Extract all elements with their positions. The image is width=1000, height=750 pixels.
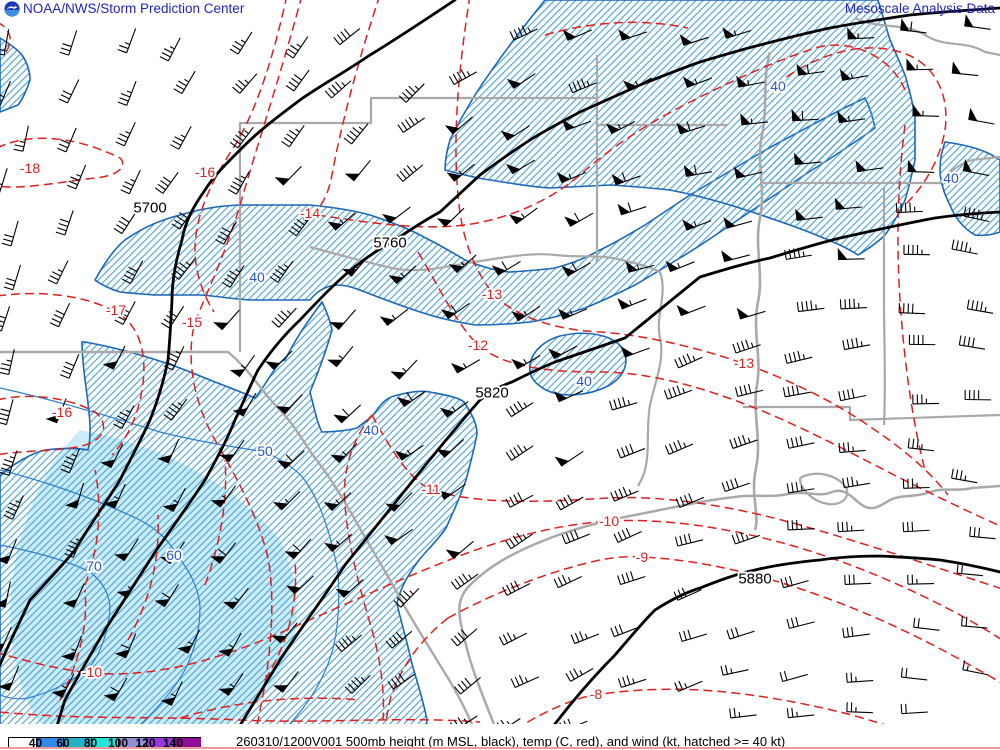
height-contour-label: 5760 xyxy=(373,234,406,251)
isotach-label: 40 xyxy=(363,422,379,438)
isotach-label: 70 xyxy=(86,558,102,574)
red-river-border xyxy=(309,245,664,487)
isotach-label: 40 xyxy=(576,373,592,389)
contour-5880 xyxy=(533,554,1000,750)
footer: 40 60 80 100 120 140 260310/1200V001 500mb he… xyxy=(0,724,1000,750)
legend-tick-label: 120 xyxy=(135,736,156,750)
legend-tick-label: 80 xyxy=(83,736,98,750)
temp-contour-label: -14 xyxy=(300,205,320,221)
contour-5700 xyxy=(0,0,457,667)
height-contour-label: 5700 xyxy=(133,199,166,216)
temp-contour-label: -12 xyxy=(468,337,488,353)
legend-tick-label: 100 xyxy=(107,736,129,750)
isotach-label: 40 xyxy=(943,170,959,186)
rio-grande-border xyxy=(0,350,482,746)
bottom-edge-line xyxy=(0,747,1000,749)
isotach-label: 40 xyxy=(770,78,786,94)
legend-tick-label: 140 xyxy=(162,736,184,750)
state-borders xyxy=(0,17,1000,749)
gulf-coastline xyxy=(458,484,1000,749)
temp-contour-label: -17 xyxy=(106,302,126,318)
temp-contour-label: -15 xyxy=(182,314,202,330)
page-title: NOAA/NWS/Storm Prediction Center xyxy=(23,1,245,16)
header: NOAA/NWS/Storm Prediction Center Mesosca… xyxy=(0,0,1000,18)
temp-contour-label: -10 xyxy=(599,513,619,529)
wind-speed-legend: 40 60 80 100 120 140 xyxy=(8,736,201,750)
wind-barbs xyxy=(0,14,996,734)
temp-contour-label: -18 xyxy=(20,160,40,176)
legend-tick-label: 60 xyxy=(56,736,70,750)
contour-5820 xyxy=(223,210,1000,750)
isotach-label: 60 xyxy=(166,547,182,563)
header-right-title: Mesoscale Analysis Data xyxy=(844,1,995,16)
map-contour-labels: 5700 5760 5820 5880 -18 -16 -17 -15 -14 -16 -13 -12… xyxy=(18,76,961,704)
temp-contour-label: -13 xyxy=(734,355,754,371)
contour-5760 xyxy=(48,6,1000,750)
temp-contour-label: -16 xyxy=(52,404,72,420)
isotach-label: 50 xyxy=(257,443,273,459)
temp-contour-label: -11 xyxy=(421,481,440,497)
height-contour-label: 5820 xyxy=(475,384,508,401)
temp-contour-label: -8 xyxy=(590,686,603,702)
noaa-logo-icon xyxy=(4,1,20,17)
temp-contour-label: -10 xyxy=(82,664,102,680)
temp-contour-label: -13 xyxy=(482,286,502,302)
map-caption: 260310/1200V001 500mb height (m MSL, bla… xyxy=(236,734,786,749)
temp-contour-label: -9 xyxy=(636,549,649,565)
height-contour-label: 5880 xyxy=(738,570,771,587)
mississippi-river xyxy=(752,51,772,531)
legend-tick-label: 40 xyxy=(28,736,43,750)
temp-contour-label: -16 xyxy=(195,164,215,180)
isotach-label: 40 xyxy=(249,269,265,285)
